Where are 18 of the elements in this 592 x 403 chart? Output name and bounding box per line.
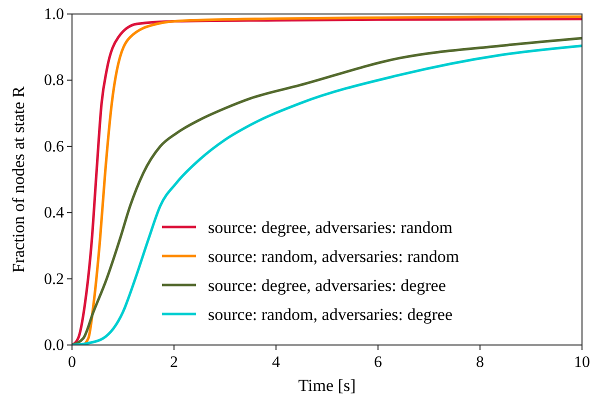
y-tick-label: 0.4 — [44, 204, 64, 222]
legend-label: source: degree, adversaries: random — [208, 218, 452, 237]
legend-label: source: random, adversaries: degree — [208, 305, 452, 324]
y-tick-label: 0.6 — [44, 138, 64, 156]
x-tick-label: 2 — [170, 354, 178, 371]
x-axis-title: Time [s] — [298, 376, 356, 395]
y-tick-label: 0.8 — [44, 72, 64, 90]
y-tick-label: 0.2 — [44, 270, 64, 288]
x-tick-label: 6 — [374, 354, 382, 371]
x-tick-label: 0 — [68, 354, 76, 371]
y-axis-title: Fraction of nodes at state R — [9, 86, 28, 273]
y-tick-label: 0.0 — [44, 337, 64, 354]
y-tick-label: 1.0 — [44, 6, 64, 23]
legend-label: source: random, adversaries: random — [208, 247, 460, 266]
x-tick-label: 10 — [574, 354, 590, 371]
x-tick-label: 8 — [476, 354, 484, 371]
legend-label: source: degree, adversaries: degree — [208, 276, 446, 295]
x-tick-label: 4 — [272, 354, 280, 371]
